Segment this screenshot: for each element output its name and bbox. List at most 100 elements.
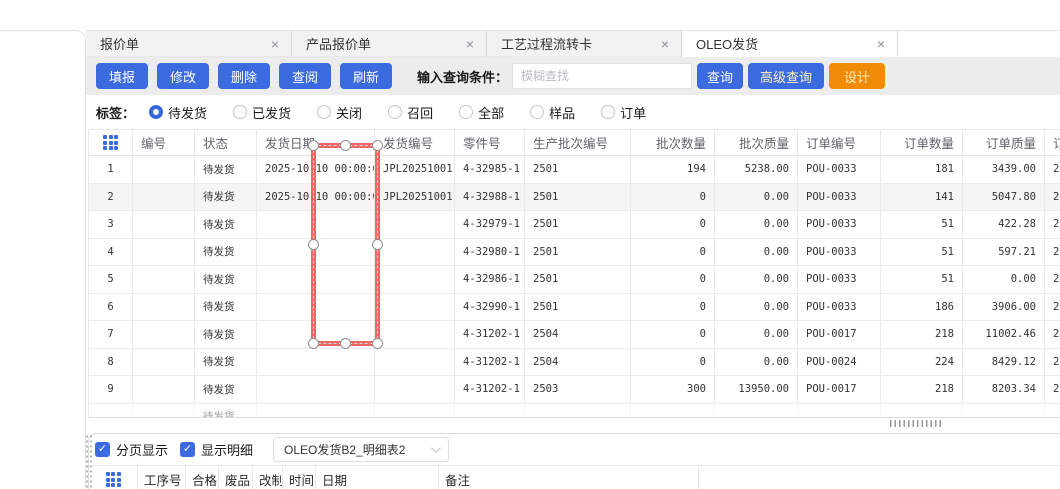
resize-handle-e[interactable] [372,239,383,250]
table-cell[interactable]: POU-0033 [798,156,881,184]
table-cell[interactable]: 6 [89,293,133,321]
table-cell[interactable]: 0.00 [715,211,798,239]
table-cell[interactable] [133,293,195,321]
resize-handle-sw[interactable] [308,338,319,349]
table-cell[interactable]: 3 [89,211,133,239]
table-cell[interactable]: 181 [881,156,963,184]
table-cell[interactable] [257,293,375,321]
table-cell[interactable]: 4-31202-1 [455,321,525,349]
table-cell[interactable]: 2025 [1045,266,1060,294]
resize-handle-nw[interactable] [308,140,319,151]
table-cell[interactable]: 0 [631,321,715,349]
table-cell[interactable]: 5 [89,266,133,294]
filter-radio-3[interactable]: 关闭 [317,103,362,122]
table-cell[interactable]: 待发货 [195,321,257,349]
resize-handle-w[interactable] [308,239,319,250]
table-row[interactable]: 6 待发货 4-32990-1 2501 0 0.00 POU-0033 186 3906.00… [89,293,1060,321]
table-cell[interactable] [133,321,195,349]
search-input[interactable] [512,63,693,89]
table-cell[interactable]: 0 [631,183,715,211]
table-row[interactable]: 8 待发货 4-31202-1 2504 0 0.00 POU-0024 224 8429.12… [89,348,1060,376]
table-cell[interactable]: 0.00 [715,293,798,321]
table-cell[interactable]: 0.00 [715,321,798,349]
table-cell[interactable] [257,348,375,376]
show-detail-checkbox[interactable]: ✓ [180,442,196,457]
table-cell[interactable]: 218 [881,376,963,404]
table-cell[interactable]: 5047.80 [963,183,1045,211]
table-cell[interactable] [133,376,195,404]
table-cell[interactable]: 7 [89,321,133,349]
table-cell[interactable] [375,238,455,266]
advanced-query-button[interactable]: 高级查询 [748,63,825,89]
table-cell[interactable]: 51 [881,211,963,239]
table-cell[interactable]: 13950.00 [715,376,798,404]
table-cell[interactable]: 待发货 [195,266,257,294]
table-cell[interactable]: 0.00 [715,266,798,294]
table-cell[interactable] [257,376,375,404]
table-cell[interactable]: 422.28 [963,211,1045,239]
table-cell[interactable]: 2501 [525,266,631,294]
tab-1[interactable]: 报价单 × [86,31,292,57]
table-cell[interactable]: 2025 [1045,211,1060,239]
table-cell[interactable]: 待发货 [195,293,257,321]
filter-radio-5[interactable]: 全部 [459,103,504,122]
table-cell[interactable]: 51 [881,238,963,266]
resize-handle-s[interactable] [340,338,351,349]
table-cell[interactable] [375,348,455,376]
table-cell[interactable] [257,238,375,266]
action-button-1[interactable]: 填报 [96,63,148,89]
table-cell[interactable]: 2025 [1045,376,1060,404]
table-cell[interactable]: 2501 [525,183,631,211]
table-cell[interactable]: 0.00 [715,348,798,376]
table-cell[interactable]: 待发货 [195,183,257,211]
action-button-5[interactable]: 刷新 [340,63,392,89]
resize-handle-se[interactable] [372,338,383,349]
table-cell[interactable] [133,156,195,184]
filter-radio-6[interactable]: 样品 [530,103,575,122]
horizontal-scrollbar-thumb[interactable] [890,420,944,427]
table-cell[interactable]: 待发货 [195,348,257,376]
table-cell[interactable] [133,266,195,294]
table-cell[interactable]: 4-32990-1 [455,293,525,321]
table-cell[interactable] [375,266,455,294]
table-cell[interactable]: 0.00 [715,183,798,211]
table-cell[interactable]: 待发货 [195,156,257,184]
table-cell[interactable]: 2501 [525,238,631,266]
table-cell[interactable] [257,266,375,294]
table-cell[interactable]: 4-32985-1 [455,156,525,184]
table-cell[interactable]: 4 [89,238,133,266]
table-cell[interactable]: POU-0017 [798,321,881,349]
action-button-3[interactable]: 删除 [218,63,270,89]
table-cell[interactable]: 0.00 [715,238,798,266]
query-button[interactable]: 查询 [697,63,744,89]
table-cell[interactable]: 224 [881,348,963,376]
table-cell[interactable] [133,348,195,376]
table-cell[interactable]: POU-0033 [798,211,881,239]
table-cell[interactable]: 300 [631,376,715,404]
table-cell[interactable] [133,238,195,266]
table-cell[interactable]: 4-32986-1 [455,266,525,294]
detail-table-select[interactable]: OLEO发货B2_明细表2 [273,437,450,462]
table-cell[interactable]: 3439.00 [963,156,1045,184]
table-cell[interactable]: POU-0033 [798,293,881,321]
table-cell[interactable]: 1 [89,156,133,184]
table-row[interactable]: 7 待发货 4-31202-1 2504 0 0.00 POU-0017 218 11002.4… [89,321,1060,349]
table-cell[interactable]: 11002.46 [963,321,1045,349]
panel-drag-handle[interactable] [86,434,92,489]
table-cell[interactable]: 8429.12 [963,348,1045,376]
table-cell[interactable]: POU-0033 [798,183,881,211]
table-cell[interactable]: 2501 [525,156,631,184]
filter-radio-2[interactable]: 已发货 [233,103,291,122]
table-cell[interactable]: 9 [89,376,133,404]
table-row[interactable]: 4 待发货 4-32980-1250100.00POU-003351597.2120… [89,238,1060,266]
table-cell[interactable]: 2025 [1045,239,1060,266]
table-cell[interactable]: 8 [89,348,133,376]
table-cell[interactable]: 2025-10-10 00:00:00 [257,156,375,184]
table-cell[interactable]: 4-31202-1 [455,348,525,376]
table-cell[interactable]: 待发货 [195,376,257,404]
close-icon[interactable]: × [660,35,669,52]
table-cell[interactable]: 2501 [525,293,631,321]
table-cell[interactable] [257,211,375,239]
table-cell[interactable]: 0 [631,293,715,321]
